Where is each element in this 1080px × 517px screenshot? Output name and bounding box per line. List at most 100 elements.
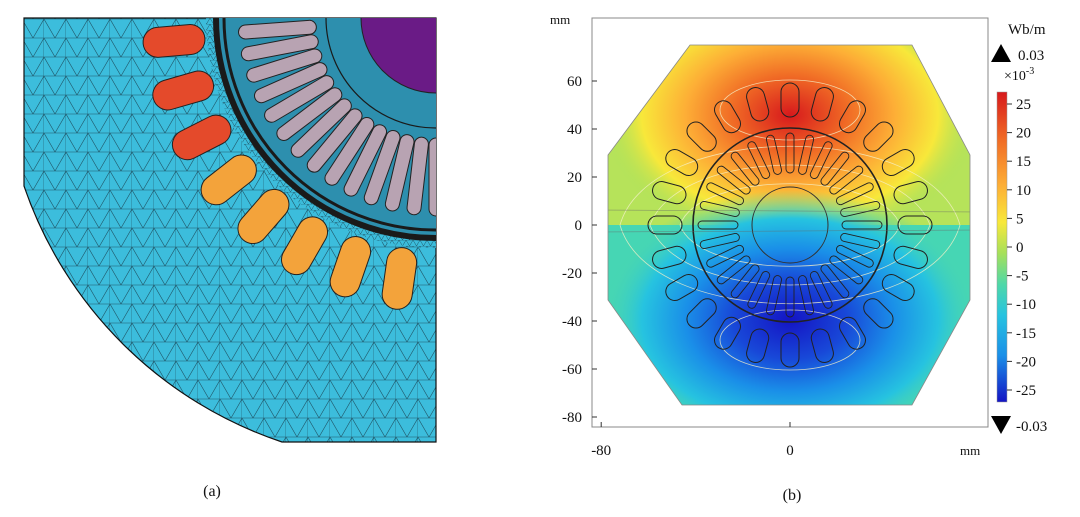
y-tick-label: 60 <box>567 74 582 90</box>
colorbar-tick-label: 10 <box>1016 183 1031 199</box>
rotor-bar <box>240 34 319 62</box>
colorbar-tick-label: -20 <box>1016 354 1036 370</box>
rotor-slot-outline <box>840 200 881 217</box>
stator-slot <box>281 216 328 276</box>
rotor-bars <box>238 19 436 217</box>
stator-slot-outline <box>839 100 866 134</box>
y-tick-label: -40 <box>562 314 582 330</box>
colorbar-tick-label: -10 <box>1016 297 1036 313</box>
rotor-slot-outline <box>820 151 850 186</box>
panel-b-field-plot: mm mm 60 40 20 0 -20 -40 -60 -80 -80 0 Wb/m 0.03… <box>550 12 1047 504</box>
colorbar-tick-label: -25 <box>1016 383 1036 399</box>
y-axis-unit: mm <box>550 12 570 27</box>
y-tick-label: -20 <box>562 266 582 282</box>
stator-slot-outline <box>652 245 687 269</box>
rotor-bar <box>363 129 401 206</box>
stator-slots <box>142 24 418 310</box>
rotor-bar <box>254 62 328 104</box>
stator-slot-outline <box>810 87 834 122</box>
colorbar-min-label: -0.03 <box>1016 419 1047 435</box>
colorbar-tick-label: 5 <box>1016 211 1024 227</box>
rotor-slot-outline <box>716 255 751 285</box>
stator-slot <box>329 236 372 298</box>
colorbar-scale: ×10-3 <box>1004 66 1034 84</box>
rotor-slot-outline <box>785 132 795 174</box>
stator-slot-outline <box>652 181 687 205</box>
stator-slot-outline <box>881 149 915 176</box>
colorbar-tick-label: 20 <box>1016 126 1031 142</box>
caption-a: (a) <box>203 483 221 500</box>
motor-outline <box>607 44 971 406</box>
x-tick-label: -80 <box>591 443 611 459</box>
stator-slot-outline <box>686 121 717 152</box>
stator-slot-outline <box>810 328 834 363</box>
x-tick-label: 0 <box>786 443 794 459</box>
colorbar-ticks: 25 20 15 10 5 0 -5 -10 -15 -20 -25 <box>1007 97 1036 399</box>
rotor-bar <box>276 87 343 141</box>
rotor-bar <box>406 136 429 216</box>
rotor-bar <box>290 98 352 158</box>
rotor-slot-outline <box>798 275 815 316</box>
rotor-slot-outline <box>697 220 739 230</box>
stator-slot-outline <box>839 316 866 350</box>
field-stator-slots <box>647 82 933 368</box>
rotor-slot-outline <box>699 233 740 250</box>
rotor-slot-outline <box>699 200 740 217</box>
colorbar-tick-label: -5 <box>1016 269 1029 285</box>
y-tick-label: -60 <box>562 362 582 378</box>
colorbar-tick-label: 15 <box>1016 154 1031 170</box>
rotor-bar <box>246 48 323 83</box>
rotor-slot-outline <box>747 271 771 309</box>
colorbar-gradient-bar <box>996 91 1008 403</box>
x-axis-unit: mm <box>960 443 980 458</box>
stator-slot-outline <box>893 181 928 205</box>
rotor-bar <box>238 19 317 40</box>
shaft <box>360 18 436 94</box>
rotor-slot-outline <box>785 276 795 318</box>
rotor-slot-outline <box>706 182 744 206</box>
rotor-bar <box>324 117 375 186</box>
colorbar-tick-label: -15 <box>1016 326 1036 342</box>
y-tick-label: -80 <box>562 410 582 426</box>
rotor-slot-outline <box>716 165 751 195</box>
rotor-slot-outline <box>841 220 883 230</box>
stator-slot-outline <box>863 298 894 329</box>
stator-slot <box>381 247 418 310</box>
stator-slot-outline <box>714 100 741 134</box>
rotor-slot-outline <box>706 244 744 268</box>
rotor-bar <box>306 108 363 173</box>
panel-a-mesh: (a) <box>23 17 437 500</box>
rotor-slot-outline <box>836 244 874 268</box>
stator-slot-outline <box>746 328 770 363</box>
stator-slot-outline <box>746 87 770 122</box>
stator-slot-outline <box>863 121 894 152</box>
rotor-slot-outline <box>798 134 815 175</box>
stator-slot <box>171 114 232 161</box>
stator-slot-outline <box>665 274 699 301</box>
rotor-slot-outline <box>829 255 864 285</box>
rotor-bar <box>384 134 415 212</box>
rotor-slot-outline <box>765 134 782 175</box>
x-axis-ticks: -80 0 <box>591 422 794 459</box>
field-shaft-outline <box>751 186 829 264</box>
rotor-slot-outline <box>829 165 864 195</box>
stator-slot-outline <box>686 298 717 329</box>
field-rotor-outline <box>692 127 888 323</box>
min-marker-icon <box>991 416 1011 434</box>
rotor-bar <box>264 75 335 123</box>
colorbar-tick-label: 0 <box>1016 240 1024 256</box>
stator-slot-outline <box>881 274 915 301</box>
colorbar-tick-label: 25 <box>1016 97 1031 113</box>
field-map <box>608 45 970 405</box>
stator-slot-outline <box>780 332 800 368</box>
stator-slot <box>237 188 290 245</box>
stator-slot <box>200 154 257 206</box>
colorbar-max-label: 0.03 <box>1018 48 1044 64</box>
rotor-slot-outline <box>747 141 771 179</box>
rotor-slot-outline <box>730 264 760 299</box>
caption-b: (b) <box>783 487 802 504</box>
y-tick-label: 0 <box>575 218 583 234</box>
rotor-bar <box>428 137 436 217</box>
rotor-slot-outline <box>820 264 850 299</box>
rotor-slot-outline <box>765 275 782 316</box>
